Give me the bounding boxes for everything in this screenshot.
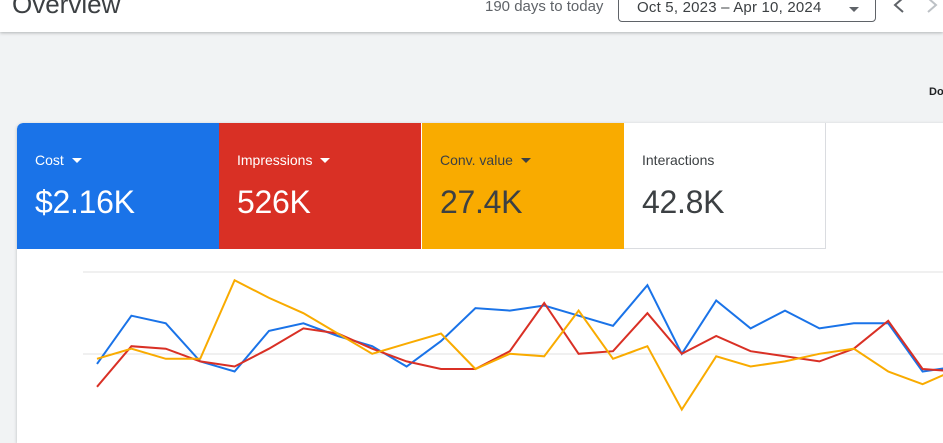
performance-line-chart bbox=[83, 271, 943, 412]
metric-tile-conv-value[interactable]: Conv. value 27.4K bbox=[422, 123, 624, 249]
metric-value-conv-value: 27.4K bbox=[440, 184, 523, 220]
series-line-1 bbox=[96, 301, 943, 388]
download-button[interactable]: Do bbox=[929, 86, 943, 98]
chevron-left-icon bbox=[893, 0, 904, 13]
caret-down-icon[interactable] bbox=[71, 158, 82, 163]
caret-down-icon[interactable] bbox=[520, 158, 531, 163]
dropdown-arrow-icon bbox=[849, 7, 859, 12]
metric-label-conv-value: Conv. value bbox=[440, 152, 531, 168]
previous-period-button[interactable] bbox=[886, 0, 912, 22]
metric-label-text: Impressions bbox=[237, 152, 313, 168]
date-range-value: Oct 5, 2023 – Apr 10, 2024 bbox=[637, 0, 822, 16]
metric-tile-interactions[interactable]: Interactions 42.8K bbox=[624, 123, 826, 249]
chevron-right-icon bbox=[927, 0, 938, 13]
series-line-0 bbox=[96, 283, 943, 373]
next-period-button[interactable] bbox=[920, 0, 943, 22]
header-bar: Overview 190 days to today Oct 5, 2023 –… bbox=[0, 0, 943, 32]
metric-value-cost: $2.16K bbox=[35, 184, 135, 220]
metric-tile-impressions[interactable]: Impressions 526K bbox=[219, 123, 421, 249]
date-range-label: 190 days to today bbox=[485, 0, 604, 15]
metric-tile-cost[interactable]: Cost $2.16K bbox=[17, 123, 219, 249]
date-range-select[interactable]: Oct 5, 2023 – Apr 10, 2024 bbox=[618, 0, 876, 22]
metric-label-impressions: Impressions bbox=[237, 152, 331, 168]
metric-label-text: Conv. value bbox=[440, 152, 513, 168]
series-line-2 bbox=[96, 278, 943, 412]
page-title: Overview bbox=[12, 0, 121, 19]
performance-card: Cost $2.16K Impressions 526K Conv. value… bbox=[17, 123, 943, 443]
caret-down-icon[interactable] bbox=[320, 158, 331, 163]
metric-label-text: Cost bbox=[35, 152, 64, 168]
metric-value-impressions: 526K bbox=[237, 184, 311, 220]
metric-value-interactions: 42.8K bbox=[642, 184, 725, 220]
metric-label-interactions: Interactions bbox=[642, 152, 715, 168]
metric-label-cost: Cost bbox=[35, 152, 82, 168]
